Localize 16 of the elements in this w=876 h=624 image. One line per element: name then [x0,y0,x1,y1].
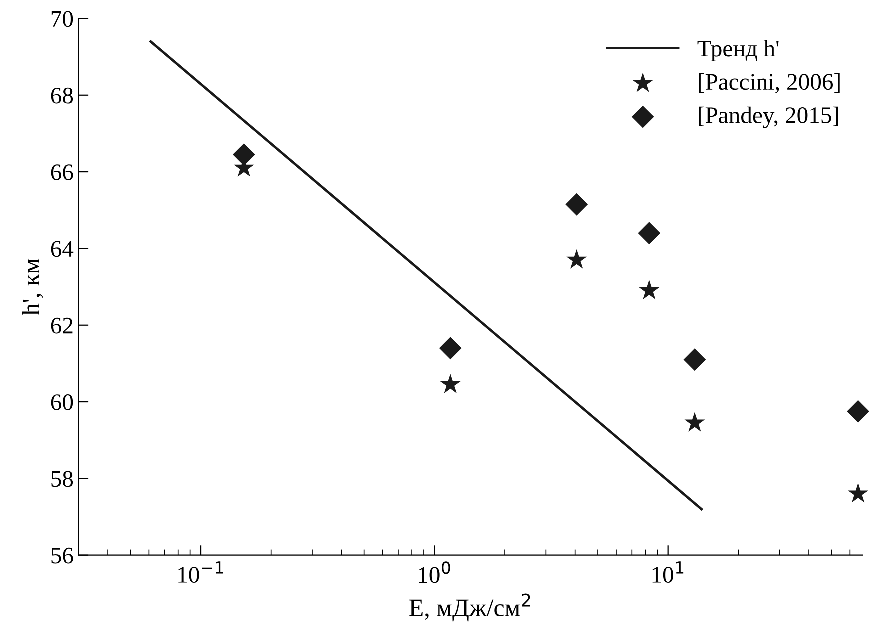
y-tick-label: 68 [51,88,74,104]
y-tick-label: 58 [52,471,74,488]
y-tick-label: 64 [51,241,74,258]
legend-label: [Paccini, 2006] [699,73,840,94]
legend-label: [Pandey, 2015] [699,106,838,128]
y-tick-label: 70 [52,11,74,28]
legend-label: Тренд h' [698,40,779,62]
x-tick-label: 10$^{−1}$ [178,562,224,583]
y-tick-label: 56 [52,548,74,564]
x-tick-label: 10$^{0}$ [419,562,450,584]
x-tick-label: 10$^{1}$ [652,562,684,583]
y-tick-label: 60 [51,394,74,410]
y-tick-label: 62 [51,318,73,334]
y-tick-label: 66 [51,164,74,180]
y-axis-title: h', км [22,258,44,316]
x-axis-title: E, мДж/см$^{2}$ [410,594,530,622]
